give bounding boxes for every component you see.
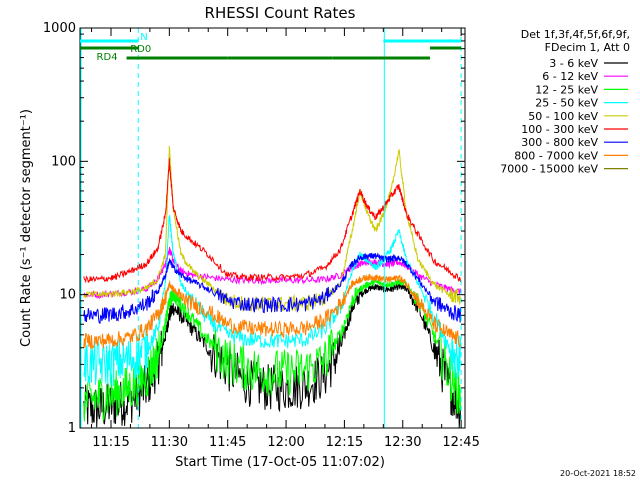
legend: Det 1f,3f,4f,5f,6f,9f,FDecim 1, Att 0 3 -… [500, 28, 630, 176]
x-axis-label: Start Time (17-Oct-05 11:07:02) [175, 455, 385, 470]
footer-timestamp: 20-Oct-2021 18:52 [560, 469, 636, 478]
x-tick-label: 12:15 [326, 435, 363, 450]
legend-header-line: FDecim 1, Att 0 [545, 41, 630, 54]
legend-entry-label: 6 - 12 keV [542, 70, 598, 83]
legend-entry-label: 3 - 6 keV [549, 57, 598, 70]
plot-frame [79, 27, 466, 429]
state-bar-label: RD0 [130, 44, 151, 55]
x-axis: 11:15 11:30 11:45 12:00 12:15 12:30 12:45 [91, 28, 480, 450]
legend-entry-label: 50 - 100 keV [528, 110, 598, 123]
legend-entry-label: 7000 - 15000 keV [500, 163, 598, 176]
series-line-4 [83, 145, 462, 313]
y-axis: 1 10 100 1000 [43, 21, 465, 436]
y-tick-label: 1000 [43, 21, 76, 36]
legend-entry-label: 12 - 25 keV [535, 83, 598, 96]
legend-header-line: Det 1f,3f,4f,5f,6f,9f, [521, 28, 630, 41]
y-tick-label: 1 [68, 421, 76, 436]
legend-entry-label: 300 - 800 keV [521, 136, 598, 149]
y-tick-label: 10 [59, 288, 76, 303]
state-bar-label: RD4 [97, 52, 118, 63]
series-line-5 [83, 158, 462, 284]
y-axis-label: Count Rate (s⁻¹ detector segment⁻¹) [19, 109, 34, 347]
x-tick-label: 11:30 [151, 435, 188, 450]
state-bar-label: N [140, 32, 147, 43]
y-tick-label: 100 [51, 154, 76, 169]
chart-title: RHESSI Count Rates [205, 4, 356, 22]
series-line-3 [83, 215, 462, 387]
series-line-1 [83, 246, 462, 300]
plot-area [80, 28, 462, 428]
x-tick-label: 12:45 [442, 435, 479, 450]
x-tick-label: 12:00 [267, 435, 304, 450]
legend-entry-label: 100 - 300 keV [521, 123, 598, 136]
x-tick-label: 12:30 [384, 435, 421, 450]
x-tick-label: 11:45 [209, 435, 246, 450]
series-line-7 [83, 274, 462, 350]
series-line-6 [83, 252, 462, 325]
x-tick-label: 11:15 [92, 435, 129, 450]
legend-entry-label: 25 - 50 keV [535, 97, 598, 110]
legend-entry-label: 800 - 7000 keV [514, 149, 598, 162]
